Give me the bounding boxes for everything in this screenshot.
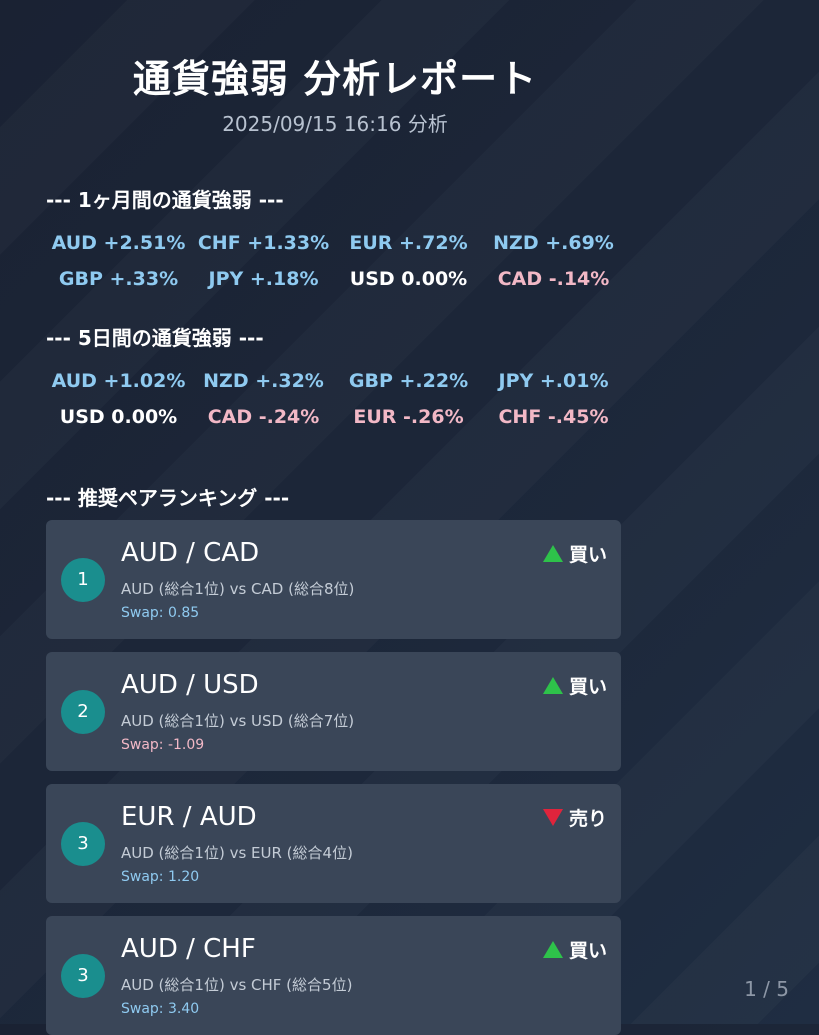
trade-signal: 買い [542, 672, 607, 699]
signal-label: 売り [568, 808, 607, 830]
ranking-card[interactable]: 3 AUD / CHF AUD (総合1位) vs CHF (総合5位) Swap: … [46, 916, 621, 1035]
pair-detail: AUD (総合1位) vs CHF (総合5位) [121, 976, 353, 994]
rank-badge: 1 [61, 558, 105, 602]
page-title: 通貨強弱 分析レポート [132, 57, 538, 101]
section-heading-5d: --- 5日間の通貨強弱 --- [46, 326, 264, 350]
triangle-up-icon [542, 941, 563, 958]
signal-label: 買い [568, 940, 607, 962]
swap-value: Swap: 0.85 [121, 605, 200, 621]
currency-strength-item: GBP +.33% [58, 268, 179, 290]
pair-detail: AUD (総合1位) vs USD (総合7位) [121, 712, 355, 730]
currency-strength-item: CAD -.24% [207, 406, 320, 428]
pair-detail: AUD (総合1位) vs EUR (総合4位) [121, 844, 353, 862]
page-indicator: 1 / 5 [744, 977, 789, 1001]
ranking-card[interactable]: 1 AUD / CAD AUD (総合1位) vs CAD (総合8位) Swap: … [46, 520, 621, 639]
section-heading-ranking: --- 推奨ペアランキング --- [46, 486, 290, 510]
strength-grid-1m: AUD +2.51% CHF +1.33% EUR +.72% NZD +.69% GB… [46, 232, 626, 290]
trade-signal: 売り [542, 804, 607, 831]
section-heading-1m: --- 1ヶ月間の通貨強弱 --- [46, 188, 284, 212]
ranking-card[interactable]: 2 AUD / USD AUD (総合1位) vs USD (総合7位) Swap: … [46, 652, 621, 771]
rank-badge: 3 [61, 954, 105, 998]
currency-strength-item: EUR -.26% [353, 406, 464, 428]
swap-value: Swap: -1.09 [121, 737, 205, 753]
triangle-up-icon [542, 677, 563, 694]
analysis-timestamp: 2025/09/15 16:16 分析 [222, 112, 448, 136]
signal-label: 買い [568, 676, 607, 698]
pair-detail: AUD (総合1位) vs CAD (総合8位) [121, 580, 355, 598]
triangle-down-icon [542, 809, 563, 826]
currency-strength-item: CAD -.14% [497, 268, 610, 290]
currency-strength-item: USD 0.00% [59, 406, 178, 428]
trade-signal: 買い [542, 936, 607, 963]
currency-strength-item: AUD +1.02% [51, 370, 186, 392]
rank-badge: 3 [61, 822, 105, 866]
currency-pair-label: AUD / CHF [121, 934, 256, 964]
rank-badge: 2 [61, 690, 105, 734]
currency-strength-item: CHF +1.33% [197, 232, 330, 254]
swap-value: Swap: 1.20 [121, 869, 200, 885]
currency-strength-item: USD 0.00% [349, 268, 468, 290]
ranking-card[interactable]: 3 EUR / AUD AUD (総合1位) vs EUR (総合4位) Swap: … [46, 784, 621, 903]
currency-pair-label: AUD / CAD [121, 538, 260, 568]
currency-pair-label: AUD / USD [121, 670, 259, 700]
currency-strength-item: NZD +.32% [203, 370, 324, 392]
currency-strength-item: CHF -.45% [498, 406, 609, 428]
signal-label: 買い [568, 544, 607, 566]
currency-strength-item: EUR +.72% [349, 232, 468, 254]
currency-strength-item: JPY +.01% [498, 370, 609, 392]
currency-strength-item: GBP +.22% [348, 370, 469, 392]
currency-strength-item: NZD +.69% [493, 232, 614, 254]
swap-value: Swap: 3.40 [121, 1001, 200, 1017]
currency-pair-label: EUR / AUD [121, 802, 257, 832]
currency-strength-item: JPY +.18% [208, 268, 319, 290]
strength-grid-5d: AUD +1.02% NZD +.32% GBP +.22% JPY +.01% USD… [46, 370, 626, 428]
trade-signal: 買い [542, 540, 607, 567]
currency-strength-item: AUD +2.51% [51, 232, 186, 254]
triangle-up-icon [542, 545, 563, 562]
